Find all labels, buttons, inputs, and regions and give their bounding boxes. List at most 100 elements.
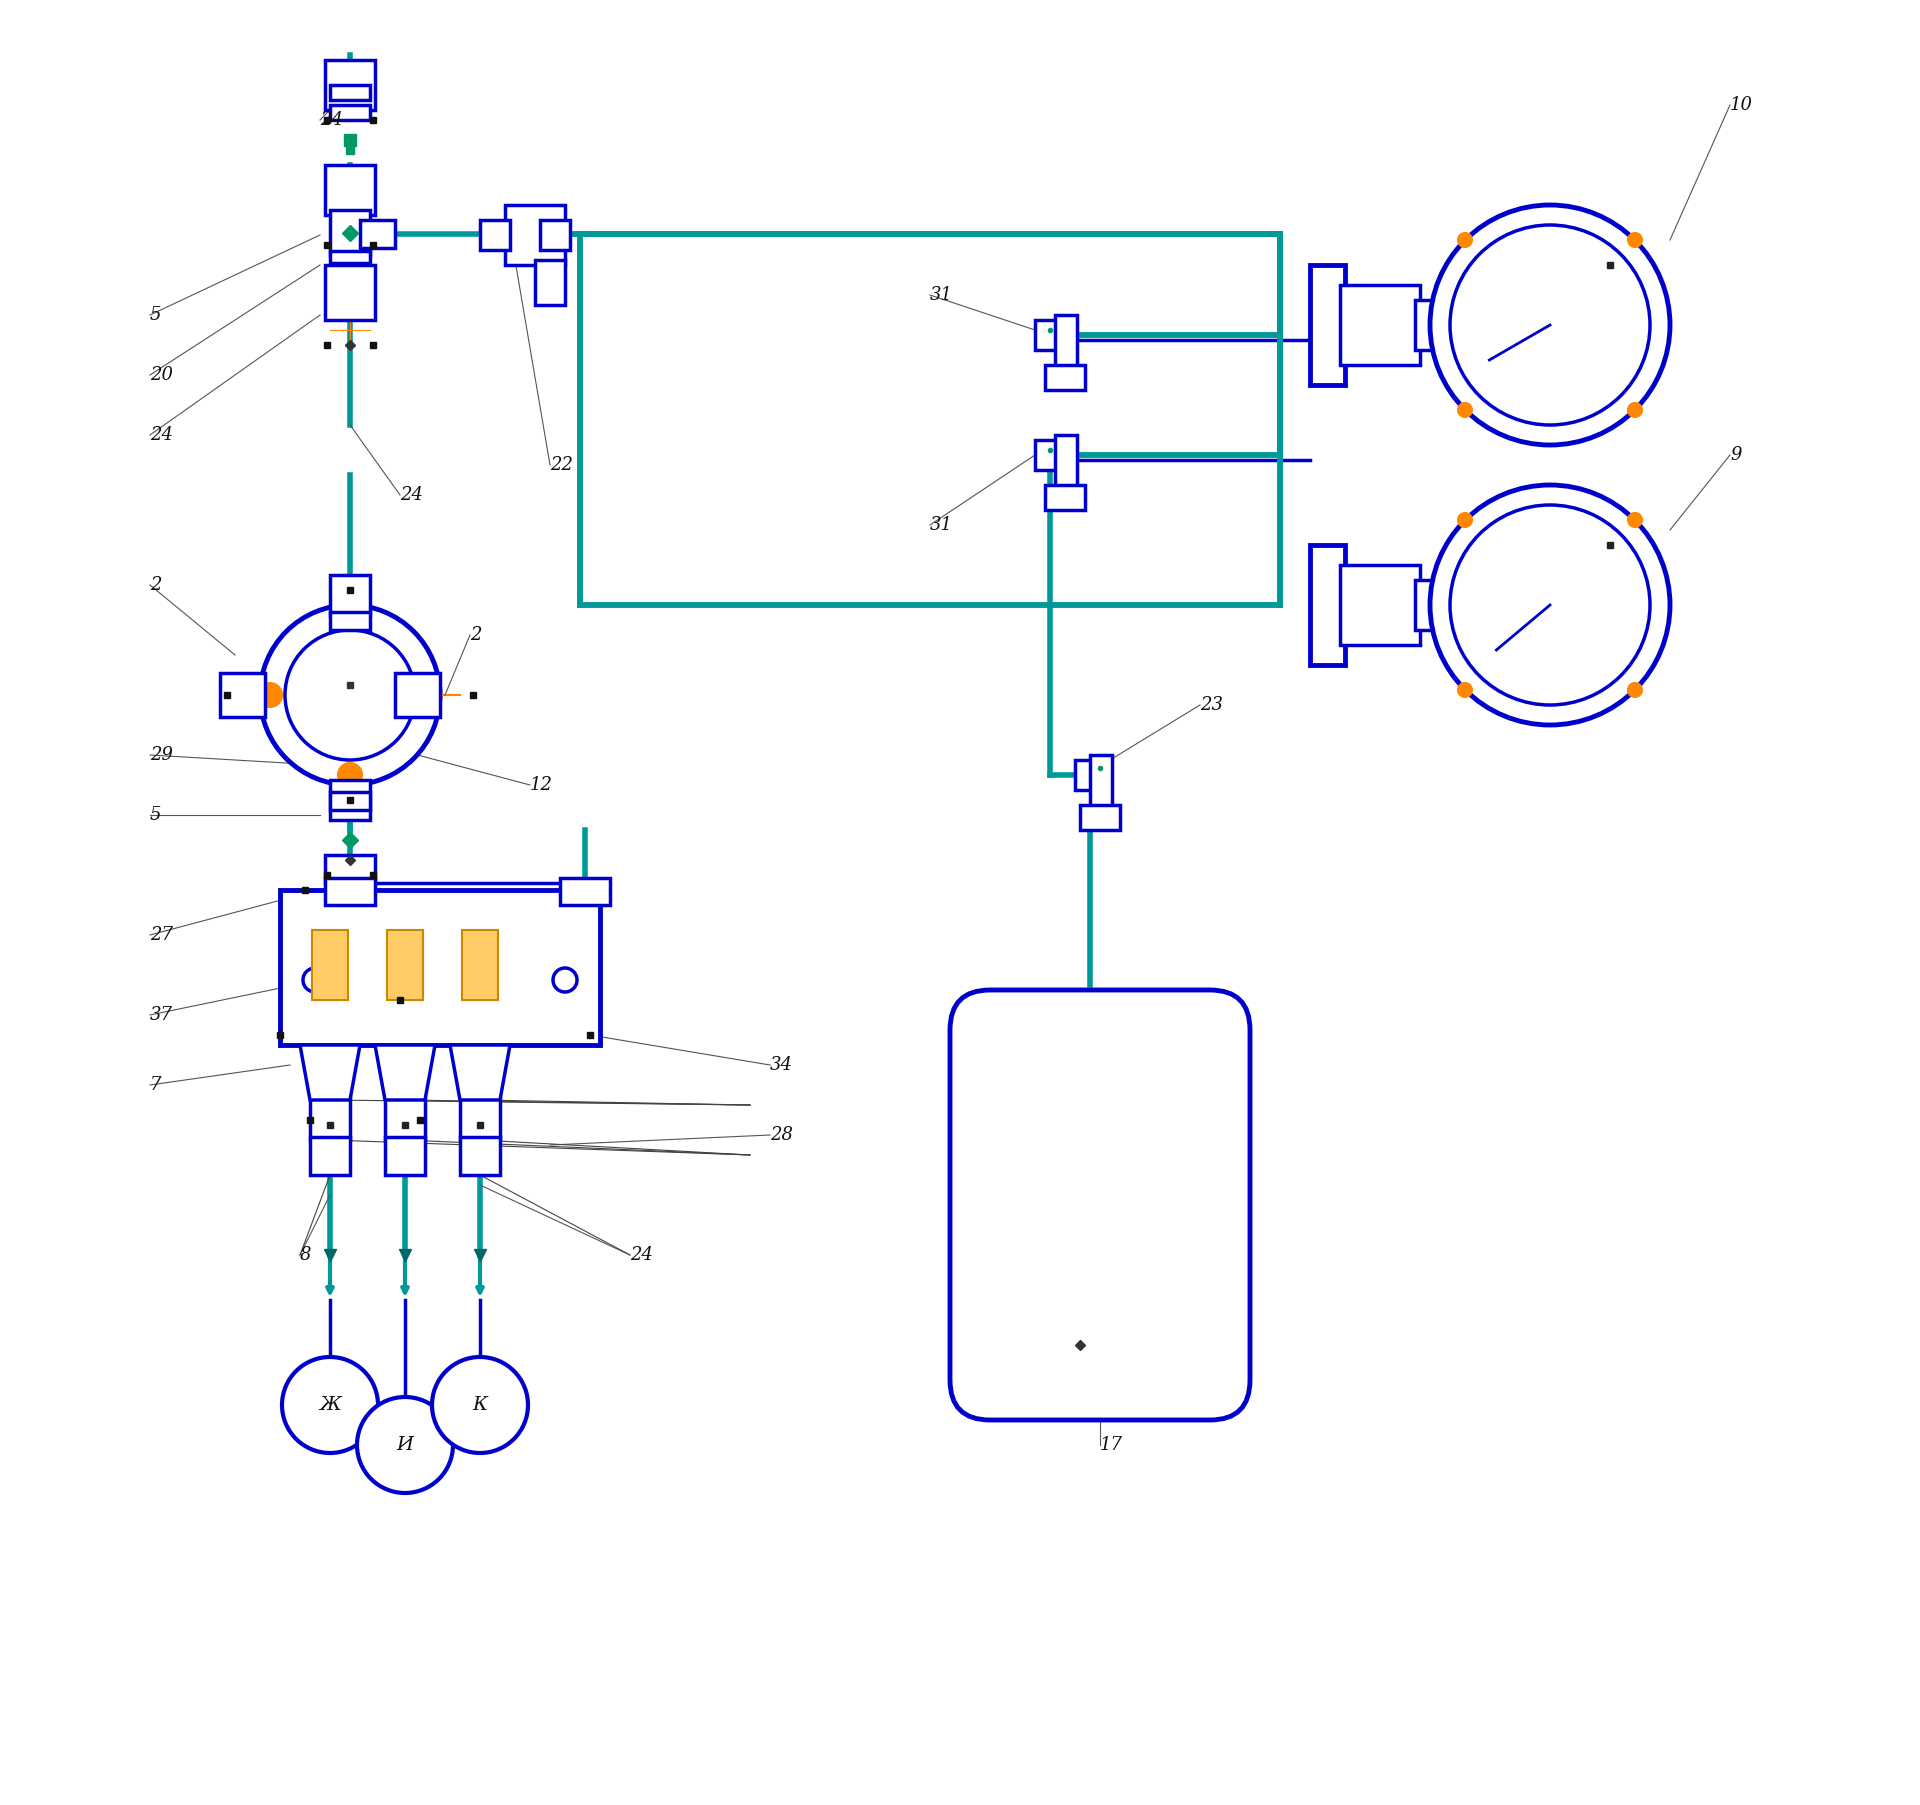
Text: 29: 29 (150, 745, 173, 764)
Bar (1044, 365, 1085, 390)
Text: 9: 9 (1730, 446, 1741, 464)
Text: 20: 20 (150, 366, 173, 384)
Bar (1035, 319, 1066, 350)
Bar (221, 673, 265, 717)
Text: 17: 17 (1100, 1437, 1123, 1455)
Text: 24: 24 (150, 426, 173, 444)
Circle shape (338, 764, 363, 787)
Text: 2: 2 (470, 626, 482, 644)
Circle shape (282, 1357, 378, 1453)
Bar (330, 612, 371, 630)
Text: 24: 24 (630, 1245, 653, 1263)
Circle shape (1457, 682, 1473, 697)
Circle shape (432, 1357, 528, 1453)
Circle shape (303, 967, 326, 993)
Circle shape (1450, 226, 1649, 424)
Circle shape (1457, 233, 1473, 247)
Circle shape (1628, 513, 1642, 527)
Circle shape (259, 605, 440, 785)
Circle shape (1450, 505, 1649, 706)
Bar (396, 673, 440, 717)
Bar (388, 930, 422, 1000)
Text: 37: 37 (150, 1005, 173, 1023)
Bar (330, 251, 371, 264)
Bar (1415, 300, 1446, 350)
Bar (480, 220, 511, 251)
Bar (324, 877, 374, 904)
Bar (536, 260, 564, 305)
Circle shape (1628, 233, 1642, 247)
Circle shape (1457, 403, 1473, 417)
Circle shape (338, 603, 363, 626)
Polygon shape (449, 1045, 511, 1099)
Bar (1035, 440, 1066, 469)
Text: 5: 5 (150, 807, 161, 825)
Bar (330, 85, 371, 99)
Bar (324, 60, 374, 110)
Bar (280, 890, 599, 1045)
Circle shape (357, 1397, 453, 1493)
Text: 34: 34 (770, 1056, 793, 1074)
Bar (309, 1137, 349, 1175)
Bar (463, 930, 497, 1000)
Bar (1340, 565, 1421, 644)
Text: 10: 10 (1730, 96, 1753, 114)
Bar (330, 780, 371, 819)
Circle shape (1430, 206, 1670, 446)
Bar (1054, 435, 1077, 489)
Circle shape (553, 967, 578, 993)
Bar (561, 877, 611, 904)
Bar (505, 206, 564, 265)
Bar (309, 1097, 349, 1141)
FancyBboxPatch shape (950, 989, 1250, 1421)
Polygon shape (374, 1045, 436, 1099)
Bar (330, 105, 371, 119)
Circle shape (1457, 513, 1473, 527)
Bar (461, 1097, 499, 1141)
Text: 31: 31 (929, 516, 952, 534)
Circle shape (419, 682, 442, 708)
Circle shape (257, 682, 282, 708)
Bar (540, 220, 570, 251)
Bar (461, 1137, 499, 1175)
Circle shape (1628, 682, 1642, 697)
Bar (1309, 265, 1346, 384)
Text: 22: 22 (549, 457, 572, 475)
Circle shape (1628, 403, 1642, 417)
Text: Ж: Ж (319, 1395, 342, 1413)
Bar (330, 576, 371, 616)
Bar (1091, 754, 1112, 810)
Bar (1075, 760, 1106, 791)
Bar (324, 265, 374, 319)
Circle shape (284, 630, 415, 760)
Text: 5: 5 (150, 307, 161, 325)
Bar (1415, 579, 1446, 630)
Bar (361, 220, 396, 247)
Bar (311, 930, 348, 1000)
Text: 23: 23 (1200, 697, 1223, 715)
Text: 28: 28 (770, 1126, 793, 1144)
Bar (1309, 545, 1346, 664)
Bar (386, 1137, 424, 1175)
Bar (330, 792, 371, 810)
Circle shape (1430, 486, 1670, 726)
Text: 7: 7 (150, 1076, 161, 1094)
Text: К: К (472, 1395, 488, 1413)
Bar (580, 235, 1281, 605)
Text: 24: 24 (399, 486, 422, 504)
Bar (324, 856, 374, 883)
Text: 2: 2 (150, 576, 161, 594)
Text: 31: 31 (929, 285, 952, 303)
Bar (1340, 285, 1421, 365)
Bar (324, 164, 374, 215)
Text: И: И (397, 1437, 413, 1455)
Bar (1054, 316, 1077, 370)
Text: 12: 12 (530, 776, 553, 794)
Bar (1079, 805, 1119, 830)
Bar (330, 209, 371, 255)
Polygon shape (300, 1045, 359, 1099)
Text: 24: 24 (321, 110, 344, 128)
Text: 8: 8 (300, 1245, 311, 1263)
Text: 27: 27 (150, 926, 173, 944)
Bar (386, 1097, 424, 1141)
